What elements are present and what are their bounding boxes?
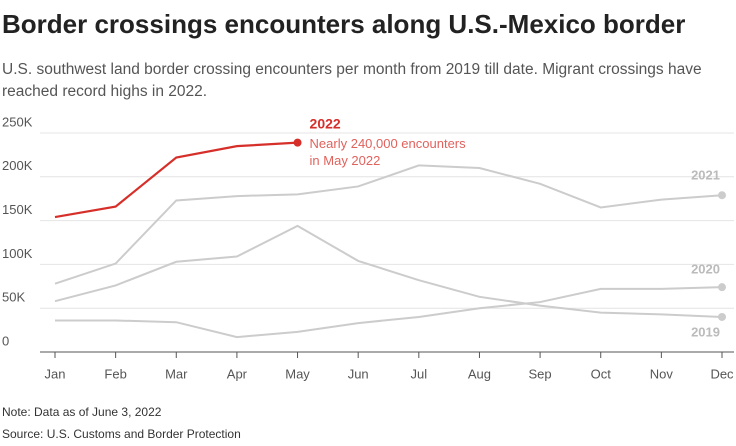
x-tick-label: Dec [710, 366, 734, 381]
y-tick-label: 200K [2, 158, 33, 173]
y-tick-label: 250K [2, 114, 33, 129]
x-tick-label: Apr [227, 366, 248, 381]
x-tick-label: Nov [650, 366, 674, 381]
series-label: 2022 [310, 115, 341, 131]
x-tick-label: Oct [591, 366, 612, 381]
x-tick-label: Sep [529, 366, 552, 381]
y-tick-label: 100K [2, 246, 33, 261]
end-dot [718, 283, 726, 292]
x-tick-label: Jan [45, 366, 66, 381]
series-line [54, 164, 723, 285]
annotation: in May 2022 [310, 153, 381, 168]
series-label: 2021 [691, 168, 720, 183]
series-line [54, 141, 298, 219]
end-dot [293, 138, 302, 147]
x-tick-label: Jul [411, 366, 428, 381]
y-tick-label: 150K [2, 202, 33, 217]
annotation: Nearly 240,000 encounters [310, 136, 467, 151]
y-tick-label: 0 [2, 333, 9, 348]
x-tick-label: Feb [104, 366, 126, 381]
series-label: 2019 [691, 324, 720, 339]
series-label: 2020 [691, 262, 720, 277]
series-line [55, 286, 723, 339]
end-dot [718, 312, 726, 321]
subtitle: reached record highs in 2022. [2, 83, 207, 100]
x-tick-label: May [285, 366, 310, 381]
subtitle: U.S. southwest land border crossing enco… [2, 61, 702, 78]
x-tick-label: Jun [348, 366, 369, 381]
y-tick-label: 50K [2, 290, 25, 305]
end-dot [718, 191, 726, 200]
series-line [54, 224, 723, 318]
chart-title: Border crossings encounters along U.S.-M… [2, 9, 685, 39]
x-tick-label: Mar [165, 366, 188, 381]
source: Source: U.S. Customs and Border Protecti… [2, 427, 241, 441]
note: Note: Data as of June 3, 2022 [2, 405, 162, 419]
x-tick-label: Aug [468, 366, 491, 381]
